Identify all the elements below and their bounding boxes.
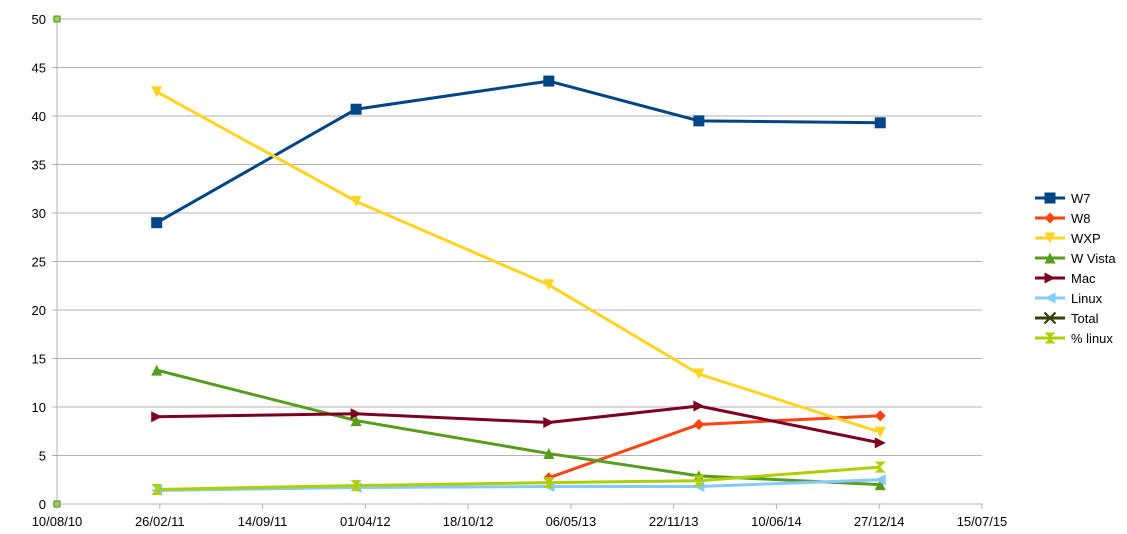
y-tick-label: 15 <box>32 352 46 367</box>
axes <box>52 15 983 509</box>
legend-swatch-marker <box>1044 292 1056 304</box>
legend-item-linux: % linux <box>1035 331 1113 346</box>
data-point-linux <box>543 477 555 489</box>
legend-label: WXP <box>1071 231 1101 246</box>
data-point-mac <box>693 400 705 412</box>
legend-label: % linux <box>1071 331 1113 346</box>
series-linux <box>151 461 886 495</box>
series-wxp <box>151 86 886 438</box>
legend-item-w7: W7 <box>1035 191 1091 206</box>
y-tick-label: 0 <box>39 497 46 512</box>
y-tick-label: 5 <box>39 449 46 464</box>
data-point-w7 <box>693 115 705 127</box>
legend-swatch-marker <box>1044 272 1056 284</box>
y-tick-label: 50 <box>32 12 46 27</box>
data-point-mac <box>350 408 362 420</box>
y-tick-label: 20 <box>32 303 46 318</box>
data-point-linux <box>874 474 886 486</box>
y-tick-label: 25 <box>32 255 46 270</box>
data-point-w-vista <box>874 479 886 491</box>
legend-swatch-marker <box>1044 212 1056 224</box>
series-mac <box>151 400 886 449</box>
data-point-linux <box>693 475 705 487</box>
data-point-wxp <box>693 368 705 380</box>
data-point-w-vista <box>543 448 555 460</box>
x-tick-label: 26/02/11 <box>135 514 185 529</box>
legend-label: W8 <box>1071 211 1091 226</box>
legend-label: W Vista <box>1071 251 1116 266</box>
legend-item-linux: Linux <box>1035 291 1103 306</box>
y-tick-label: 30 <box>32 206 46 221</box>
y-tick-label: 35 <box>32 158 46 173</box>
data-point-wxp <box>543 279 555 291</box>
data-point-linux <box>151 483 163 495</box>
legend-label: W7 <box>1071 191 1091 206</box>
data-point-w-vista <box>151 364 163 376</box>
x-tick-label: 01/04/12 <box>340 514 391 529</box>
x-tick-label: 14/09/11 <box>238 514 288 529</box>
legend-label: Total <box>1071 311 1099 326</box>
x-tick-label: 06/05/13 <box>546 514 597 529</box>
series-w7 <box>151 75 886 229</box>
series-group <box>151 75 886 496</box>
y-tick-label: 45 <box>32 61 46 76</box>
legend-label: Mac <box>1071 271 1096 286</box>
axis-end-marker <box>53 15 61 23</box>
data-point-mac <box>543 417 555 429</box>
legend-item-w8: W8 <box>1035 211 1091 226</box>
x-tick-label: 22/11/13 <box>649 514 699 529</box>
y-tick-labels: 0 5 10 15 20 25 30 35 40 45 50 <box>32 12 46 512</box>
data-point-w7 <box>151 217 163 229</box>
x-tick-labels: 10/08/10 26/02/11 14/09/11 01/04/12 18/10/12… <box>32 514 1008 529</box>
legend-label: Linux <box>1071 291 1103 306</box>
x-tick-label: 27/12/14 <box>854 514 905 529</box>
x-tick-label: 18/10/12 <box>443 514 494 529</box>
data-point-mac <box>874 437 886 449</box>
y-tick-label: 10 <box>32 400 46 415</box>
data-point-w7 <box>874 117 886 129</box>
data-point-w8 <box>693 418 705 430</box>
gridlines <box>57 18 982 456</box>
x-tick-label: 15/07/15 <box>957 514 1008 529</box>
legend-item-w-vista: W Vista <box>1035 251 1116 266</box>
x-tick-label: 10/08/10 <box>32 514 83 529</box>
legend-swatch-marker <box>1043 311 1057 325</box>
data-point-wxp <box>350 195 362 207</box>
data-point-w7 <box>543 75 555 87</box>
data-point-w8 <box>874 410 886 422</box>
legend-item-wxp: WXP <box>1035 231 1101 246</box>
data-point-mac <box>151 411 163 423</box>
legend-swatch-marker <box>1044 332 1056 344</box>
legend-item-mac: Mac <box>1035 271 1096 286</box>
y-tick-label: 40 <box>32 109 46 124</box>
data-point-wxp <box>151 86 163 98</box>
legend-swatch-marker <box>1044 192 1056 204</box>
legend-swatch-marker <box>1044 252 1056 264</box>
x-tick-label: 10/06/14 <box>751 514 802 529</box>
data-point-w-vista <box>350 415 362 427</box>
legend-swatch-marker <box>1044 232 1056 244</box>
data-point-w7 <box>350 103 362 115</box>
legend: W7 W8 WXP W Vista Mac Linux Total % linux <box>1035 191 1116 346</box>
data-point-linux <box>874 461 886 473</box>
data-point-linux <box>350 480 362 492</box>
legend-item-total: Total <box>1035 311 1099 326</box>
data-point-wxp <box>874 426 886 438</box>
